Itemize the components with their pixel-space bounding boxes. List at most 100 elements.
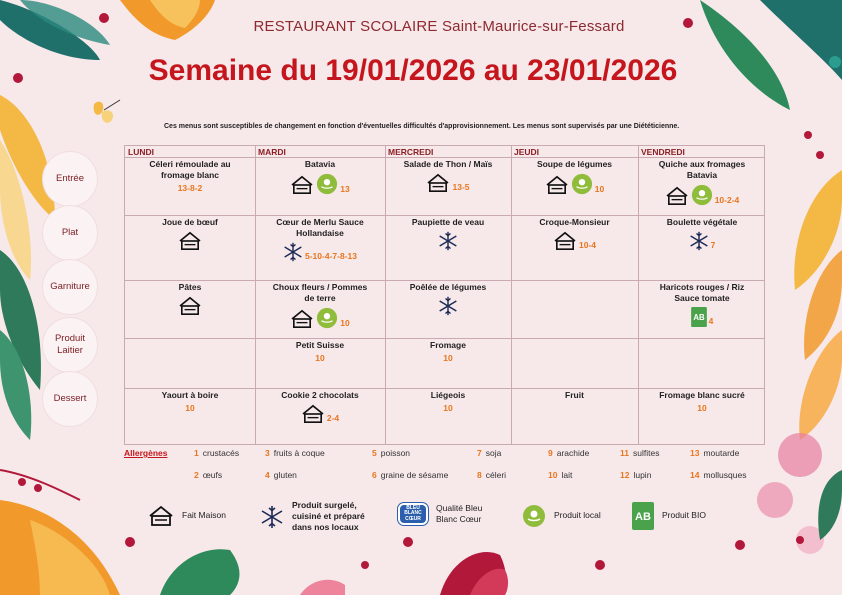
allergen-codes: 4	[708, 316, 714, 327]
menu-cell-entree-mercredi: Salade de Thon / Maïs 13-5	[385, 159, 511, 193]
bleu-blanc-coeur-icon: BLEU BLANC CŒUR	[398, 503, 428, 526]
local-product-icon	[691, 185, 712, 206]
legend-bleu-line2: Blanc Cœur	[436, 514, 482, 525]
row-label-plat: Plat	[43, 206, 97, 260]
dish-name: Fromage	[430, 340, 466, 350]
allergen-11: 11 sulfites	[620, 448, 660, 458]
allergen-codes: 10	[697, 403, 707, 414]
allergen-3: 3 fruits à coque	[265, 448, 325, 458]
snowflake-icon	[284, 243, 302, 262]
house-icon	[666, 187, 688, 206]
dish-name: Yaourt à boire	[161, 390, 219, 400]
allergen-4: 4 gluten	[265, 470, 297, 480]
dish-name: Petit Suisse	[295, 340, 345, 350]
allergen-13: 13 moutarde	[690, 448, 740, 458]
allergen-codes: 13-8-2	[177, 183, 203, 194]
menu-cell-dessert-mercredi: Liégeois 10	[385, 390, 511, 414]
dish-name: Joue de bœuf	[162, 217, 218, 227]
day-header-mercredi: MERCREDI	[388, 147, 434, 157]
dish-name: Batavia	[304, 159, 336, 169]
dish-name: Cookie 2 chocolats	[281, 390, 359, 400]
legend-fait-maison: Fait Maison	[148, 505, 226, 527]
menu-grid: LUNDI MARDI MERCREDI JEUDI VENDREDI Céle…	[124, 145, 765, 445]
menu-cell-plat-jeudi: Croque-Monsieur 10-4	[511, 217, 638, 251]
snowflake-icon	[689, 232, 708, 251]
legend-bleu-line1: Qualité Bleu	[436, 503, 483, 513]
menu-cell-plat-vendredi: Boulette végétale 7	[638, 217, 766, 251]
menu-cell-laitier-mardi: Petit Suisse 10	[255, 340, 385, 364]
allergen-codes: 10	[594, 184, 605, 194]
local-product-icon	[317, 174, 338, 195]
row-label-garniture: Garniture	[43, 260, 97, 314]
dish-name: Poêlée de légumes	[409, 282, 487, 292]
dish-name: Paupiette de veau	[411, 217, 485, 227]
row-label-dessert: Dessert	[43, 372, 97, 426]
legend-surgele-line2: cuisiné et préparé	[292, 511, 365, 522]
allergen-12: 12 lupin	[620, 470, 652, 480]
svg-text:AB: AB	[693, 313, 705, 322]
allergen-codes: 2-4	[326, 413, 340, 423]
allergen-codes: 5-10-4-7-8-13	[305, 251, 357, 262]
dish-name: Soupe de légumes	[536, 159, 613, 169]
allergen-7: 7 soja	[477, 448, 502, 458]
allergen-codes: 10-4	[578, 240, 596, 250]
allergen-codes: 10	[443, 403, 453, 414]
dish-name: Boulette végétale	[666, 217, 738, 227]
allergen-1: 1 crustacés	[194, 448, 240, 458]
menu-cell-entree-jeudi: Soupe de légumes 10	[511, 159, 638, 195]
day-header-mardi: MARDI	[258, 147, 286, 157]
menu-cell-entree-vendredi: Quiche aux fromages Batavia 10-2-4	[638, 159, 766, 206]
legend-fait-maison-label: Fait Maison	[182, 510, 226, 521]
allergen-codes: 10	[185, 403, 195, 414]
dish-name: Fromage blanc sucré	[659, 390, 745, 400]
allergen-codes: 10	[340, 318, 350, 329]
house-icon	[554, 231, 576, 251]
house-icon	[149, 505, 173, 526]
day-header-lundi: LUNDI	[128, 147, 154, 157]
house-icon	[179, 296, 201, 316]
local-product-icon	[571, 174, 592, 195]
row-label-produit-laitier: Produit Laitier	[43, 318, 97, 372]
menu-cell-garniture-lundi: Pâtes	[125, 282, 255, 316]
legend-produit-bio: AB Produit BIO	[632, 502, 706, 530]
day-header-jeudi: JEUDI	[514, 147, 540, 157]
house-icon	[427, 173, 450, 193]
menu-cell-plat-mardi: Cœur de Merlu Sauce Hollandaise 5-10-4-7-…	[255, 217, 385, 262]
dish-name: Quiche aux fromages Batavia	[658, 159, 746, 181]
dish-name: Salade de Thon / Maïs	[403, 159, 493, 169]
legend-bleu-blanc-coeur: BLEU BLANC CŒUR Qualité Bleu Blanc Cœur	[398, 503, 483, 526]
legend-produit-local-label: Produit local	[554, 510, 601, 521]
menu-cell-garniture-mercredi: Poêlée de légumes	[385, 282, 511, 316]
house-icon	[546, 175, 568, 195]
dish-name: Cœur de Merlu Sauce Hollandaise	[276, 217, 364, 239]
house-icon	[291, 175, 313, 195]
allergen-8: 8 céleri	[477, 470, 507, 480]
house-icon	[179, 231, 201, 251]
svg-text:AB: AB	[635, 511, 651, 523]
dish-name: Céleri rémoulade au fromage blanc	[149, 159, 231, 181]
allergen-5: 5 poisson	[372, 448, 411, 458]
school-title: RESTAURANT SCOLAIRE Saint-Maurice-sur-Fe…	[253, 18, 625, 35]
legend-surgele-line1: Produit surgelé,	[292, 500, 357, 510]
menu-cell-entree-mardi: Batavia 13	[255, 159, 385, 195]
menu-cell-entree-lundi: Céleri rémoulade au fromage blanc 13-8-2	[125, 159, 255, 195]
legend-surgele: Produit surgelé, cuisiné et préparé dans…	[260, 500, 365, 533]
legend-surgele-line3: dans nos locaux	[292, 522, 359, 533]
dish-name: Choux fleurs / Pommes de terre	[272, 282, 368, 304]
menu-cell-dessert-jeudi: Fruit	[511, 390, 638, 401]
menu-cell-garniture-mardi: Choux fleurs / Pommes de terre 10	[255, 282, 385, 329]
dish-name: Croque-Monsieur	[539, 217, 610, 227]
menu-cell-dessert-mardi: Cookie 2 chocolats 2-4	[255, 390, 385, 424]
allergens-title: Allergènes	[124, 448, 168, 458]
allergen-codes: 13	[340, 184, 350, 194]
allergen-codes: 10-2-4	[714, 195, 740, 206]
menu-cell-plat-lundi: Joue de bœuf	[125, 217, 255, 251]
legend-produit-local: Produit local	[522, 504, 601, 528]
allergen-14: 14 mollusques	[690, 470, 747, 480]
menu-cell-garniture-vendredi: Haricots rouges / Riz Sauce tomate AB 4	[638, 282, 766, 328]
snowflake-icon	[439, 297, 457, 316]
week-title: Semaine du 19/01/2026 au 23/01/2026	[148, 54, 678, 87]
local-product-icon	[317, 308, 338, 329]
allergen-codes: 10	[443, 353, 453, 364]
snowflake-icon	[261, 505, 283, 528]
